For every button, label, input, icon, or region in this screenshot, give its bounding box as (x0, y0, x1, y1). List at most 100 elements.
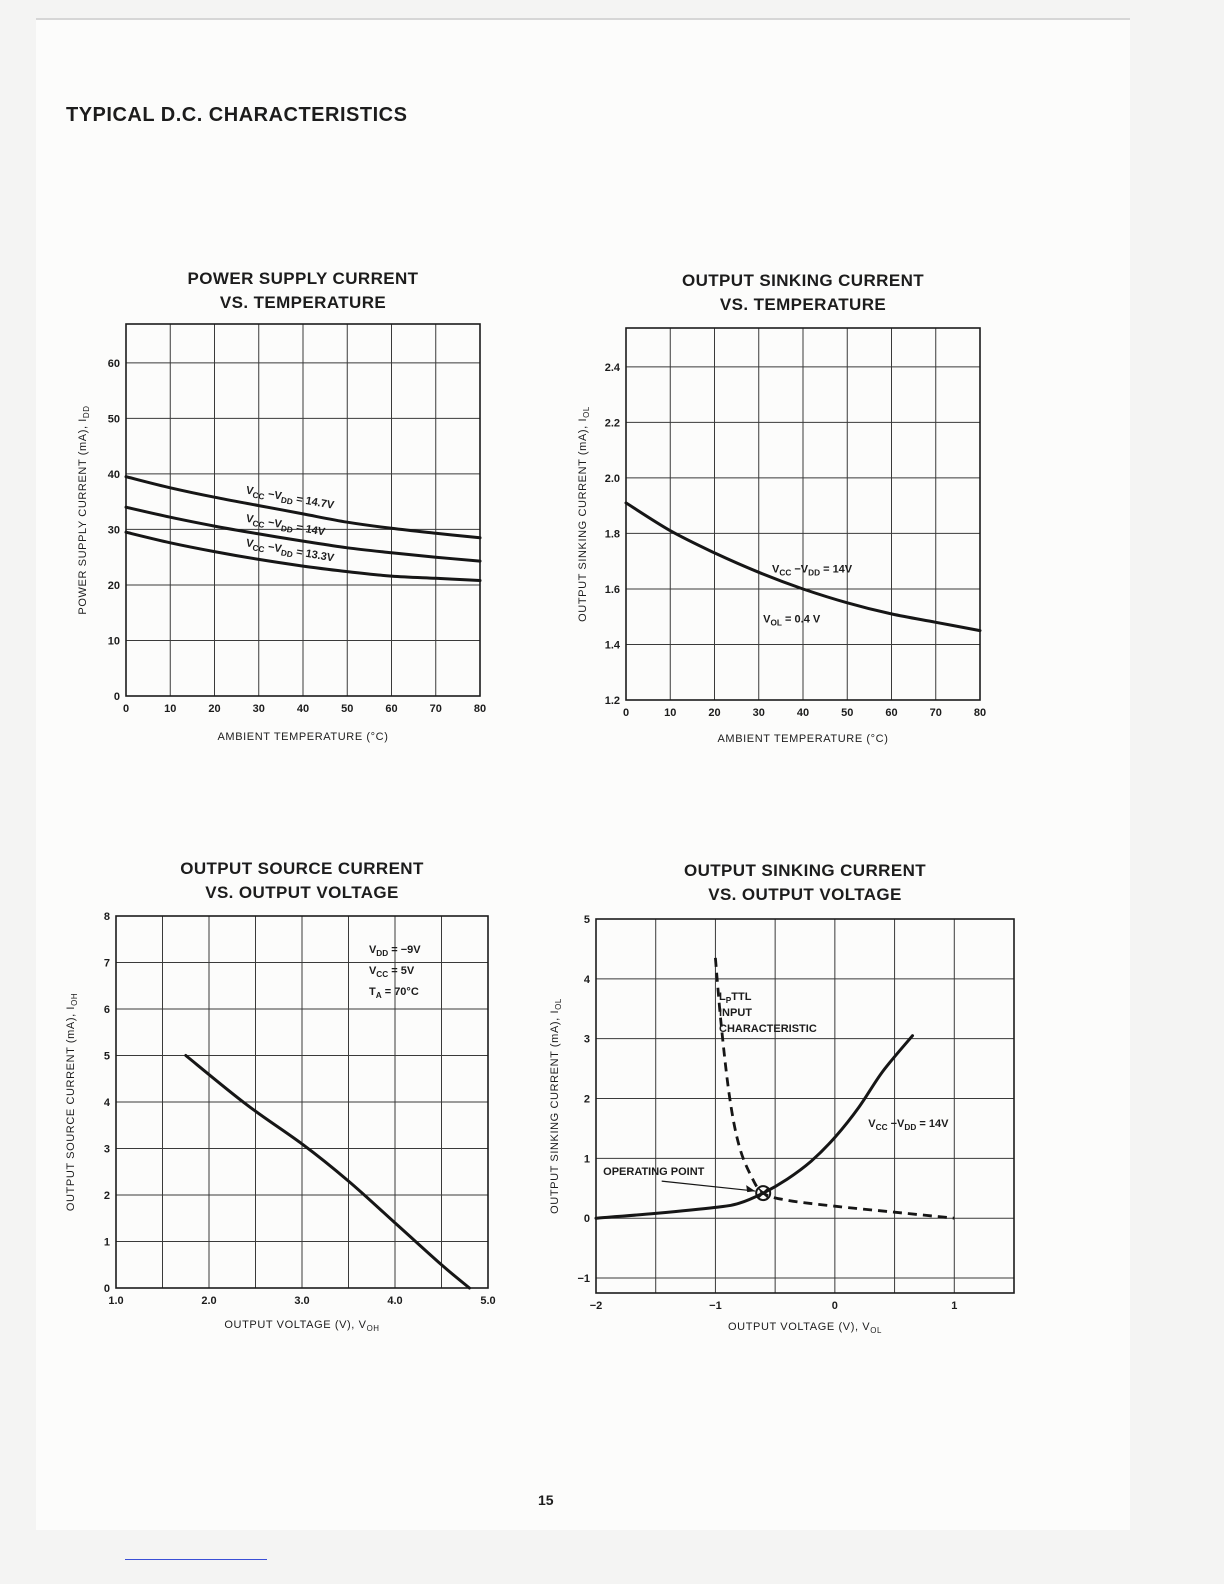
y-tick-label: −1 (577, 1273, 590, 1285)
x-tick-label: 5.0 (480, 1295, 495, 1307)
series-line (124, 505, 482, 563)
series-line (594, 1034, 914, 1220)
chart-title-line: POWER SUPPLY CURRENT (188, 269, 419, 288)
page-number: 15 (538, 1492, 554, 1508)
y-tick-label: 6 (104, 1004, 110, 1016)
y-tick-label: 1 (584, 1153, 590, 1165)
y-tick-label: 5 (584, 914, 590, 926)
curve-annotation: CHARACTERISTIC (719, 1023, 817, 1035)
x-tick-label: 0 (832, 1300, 838, 1312)
page-heading: TYPICAL D.C. CHARACTERISTICS (66, 104, 408, 126)
series-line (124, 475, 482, 540)
bottom-rule (125, 1559, 267, 1560)
y-tick-label: 2 (584, 1094, 590, 1106)
y-tick-label: 7 (104, 958, 110, 970)
y-tick-label: 4 (584, 974, 591, 986)
chart-title-line: VS. TEMPERATURE (220, 293, 386, 312)
x-tick-label: 4.0 (387, 1295, 402, 1307)
y-tick-label: 2 (104, 1190, 110, 1202)
x-tick-label: 60 (885, 707, 897, 719)
x-tick-label: 80 (474, 703, 486, 715)
y-tick-label: 1 (104, 1237, 110, 1249)
operating-point-marker (755, 1185, 772, 1202)
power-supply-current-chart: POWER SUPPLY CURRENT VS. TEMPERATURE 0 10 20… (77, 269, 486, 743)
x-tick-label: 70 (930, 707, 942, 719)
curve-annotation: VCC −VDD = 14V (772, 563, 853, 577)
chart-title-line: VS. TEMPERATURE (720, 295, 886, 314)
curve-annotation: TA = 70°C (369, 986, 419, 1000)
curve-annotation: LPTTL (719, 991, 752, 1005)
chart-title-line: OUTPUT SINKING CURRENT (682, 271, 924, 290)
plot-frame (625, 327, 981, 701)
y-tick-label: 3 (584, 1034, 590, 1046)
y-tick-label: 30 (108, 524, 120, 536)
x-tick-label: 70 (430, 703, 442, 715)
y-tick-label: 40 (108, 469, 120, 481)
y-tick-label: 10 (108, 635, 120, 647)
x-tick-label: 60 (385, 703, 397, 715)
curve-annotation: VCC −VDD = 14V (245, 513, 327, 541)
y-tick-label: 1.6 (605, 584, 620, 596)
x-tick-label: 10 (164, 703, 176, 715)
y-axis-label: OUTPUT SOURCE CURRENT (mA), IOH (65, 993, 79, 1211)
y-tick-label: 3 (104, 1144, 110, 1156)
y-tick-label: 1.2 (605, 695, 620, 707)
plot-frame (595, 918, 1015, 1294)
output-source-current-chart: OUTPUT SOURCE CURRENT VS. OUTPUT VOLTAGE 1… (65, 859, 496, 1333)
x-tick-label: 50 (841, 707, 853, 719)
x-axis-label: AMBIENT TEMPERATURE (°C) (718, 733, 889, 745)
chart-title-line: VS. OUTPUT VOLTAGE (708, 885, 902, 904)
curve-annotation: VDD = −9V (369, 944, 421, 958)
y-tick-label: 0 (584, 1213, 590, 1225)
x-tick-label: 30 (753, 707, 765, 719)
x-tick-label: 0 (123, 703, 129, 715)
y-axis-label: OUTPUT SINKING CURRENT (mA), IOL (549, 998, 563, 1214)
x-tick-label: 1 (951, 1300, 957, 1312)
chart-title-line: VS. OUTPUT VOLTAGE (205, 883, 399, 902)
y-tick-label: 20 (108, 580, 120, 592)
curve-annotation: VCC −VDD = 14V (868, 1118, 949, 1132)
y-tick-label: 2.2 (605, 417, 620, 429)
y-tick-label: 8 (104, 911, 110, 923)
x-tick-label: −1 (709, 1300, 722, 1312)
y-tick-label: 1.8 (605, 528, 620, 540)
y-axis-label: OUTPUT SINKING CURRENT (mA), IOL (577, 406, 591, 622)
plot-frame (125, 323, 481, 697)
y-tick-label: 50 (108, 413, 120, 425)
x-tick-label: 80 (974, 707, 986, 719)
operating-point-arrowhead (746, 1185, 756, 1193)
curve-annotation: OPERATING POINT (603, 1166, 705, 1178)
x-tick-label: 1.0 (108, 1295, 123, 1307)
y-tick-label: 2.4 (605, 362, 621, 374)
operating-point-leader (661, 1180, 756, 1192)
x-axis-label: AMBIENT TEMPERATURE (°C) (218, 731, 389, 743)
y-tick-label: 2.0 (605, 473, 620, 485)
series-line (124, 530, 482, 582)
chart-title-line: OUTPUT SINKING CURRENT (684, 861, 926, 880)
series-line (714, 957, 955, 1220)
x-tick-label: 30 (253, 703, 265, 715)
x-tick-label: 0 (623, 707, 629, 719)
y-tick-label: 4 (104, 1097, 111, 1109)
curve-annotation: VCC = 5V (369, 965, 415, 979)
x-tick-label: −2 (590, 1300, 603, 1312)
y-tick-label: 5 (104, 1051, 110, 1063)
series-line (184, 1054, 471, 1290)
x-axis-label: OUTPUT VOLTAGE (V), VOL (728, 1321, 882, 1335)
y-tick-label: 0 (104, 1283, 110, 1295)
x-tick-label: 10 (664, 707, 676, 719)
curve-annotation: INPUT (719, 1007, 752, 1019)
plot-frame (115, 915, 489, 1289)
operating-point-cross (757, 1187, 769, 1199)
x-tick-label: 20 (708, 707, 720, 719)
y-tick-label: 1.4 (605, 639, 621, 651)
curve-annotation: VOL = 0.4 V (763, 613, 821, 627)
x-axis-label: OUTPUT VOLTAGE (V), VOH (224, 1319, 379, 1333)
x-tick-label: 40 (797, 707, 809, 719)
y-tick-label: 60 (108, 358, 120, 370)
output-sinking-current-voltage-chart: OUTPUT SINKING CURRENT VS. OUTPUT VOLTAGE… (549, 861, 1015, 1335)
x-tick-label: 40 (297, 703, 309, 715)
x-tick-label: 3.0 (294, 1295, 309, 1307)
x-tick-label: 2.0 (201, 1295, 216, 1307)
x-tick-label: 20 (208, 703, 220, 715)
